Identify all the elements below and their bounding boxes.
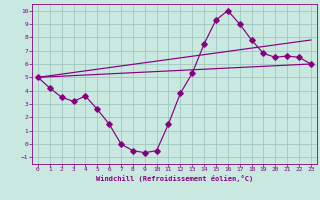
X-axis label: Windchill (Refroidissement éolien,°C): Windchill (Refroidissement éolien,°C) — [96, 175, 253, 182]
